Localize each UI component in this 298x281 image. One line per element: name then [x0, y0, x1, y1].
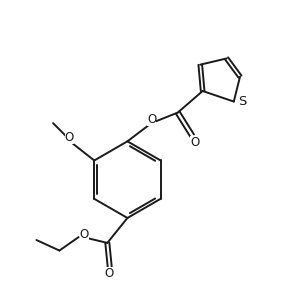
Text: O: O: [104, 267, 113, 280]
Text: O: O: [65, 132, 74, 144]
Text: O: O: [190, 136, 199, 149]
Text: O: O: [80, 228, 89, 241]
Text: O: O: [147, 113, 156, 126]
Text: S: S: [238, 95, 246, 108]
